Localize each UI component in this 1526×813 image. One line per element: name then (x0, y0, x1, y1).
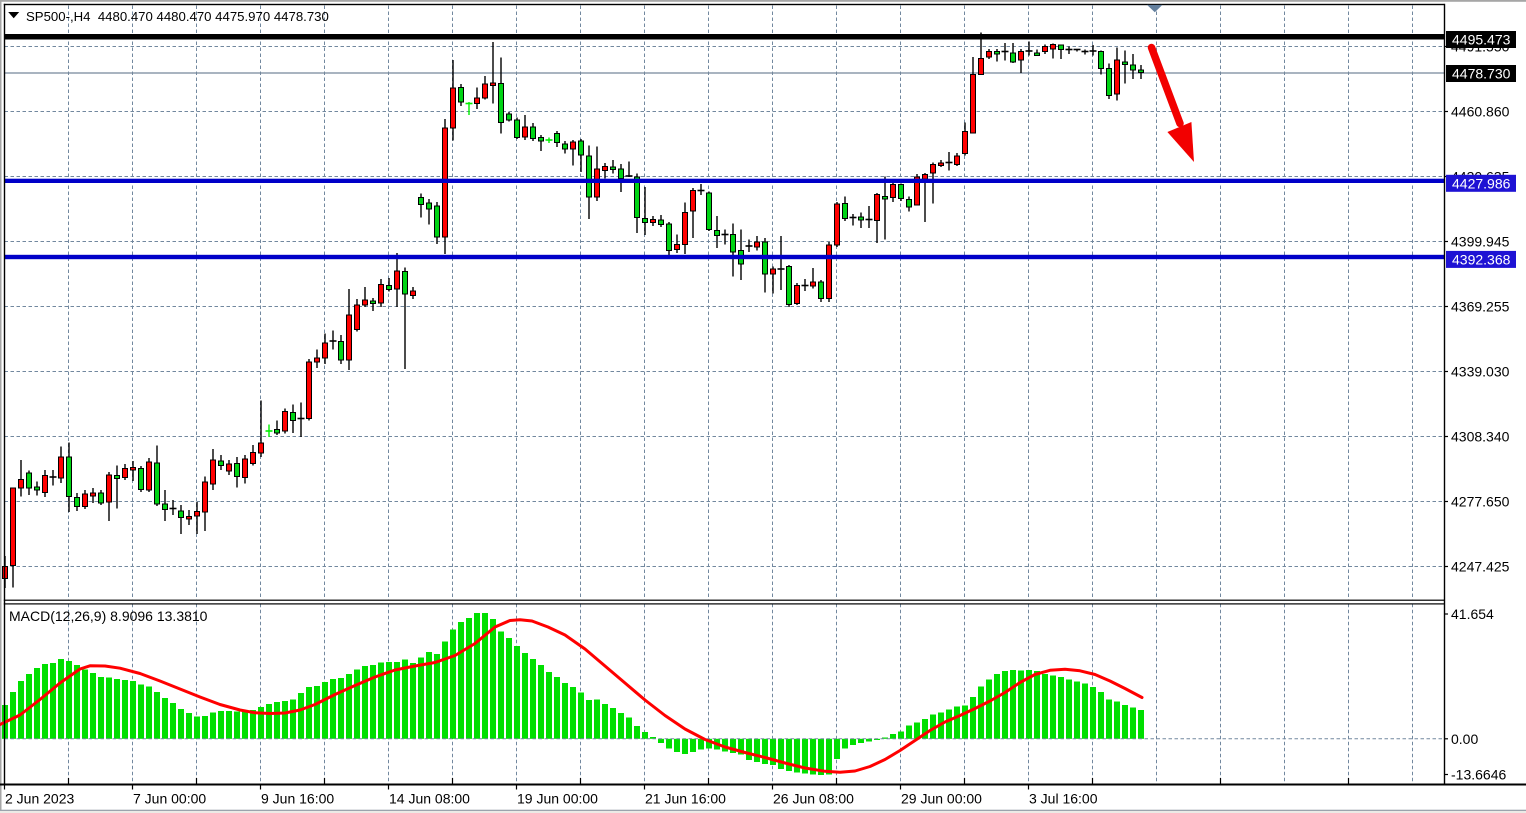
svg-text:4277.650: 4277.650 (1451, 494, 1510, 510)
svg-text:4495.473: 4495.473 (1452, 32, 1511, 48)
svg-text:MACD(12,26,9) 8.9096 13.3810: MACD(12,26,9) 8.9096 13.3810 (9, 608, 208, 624)
svg-text:4399.945: 4399.945 (1451, 234, 1510, 250)
svg-text:19 Jun 00:00: 19 Jun 00:00 (517, 790, 598, 806)
svg-text:26 Jun 08:00: 26 Jun 08:00 (773, 790, 854, 806)
svg-text:4392.368: 4392.368 (1452, 252, 1511, 268)
svg-text:9 Jun 16:00: 9 Jun 16:00 (261, 790, 334, 806)
svg-text:3 Jul 16:00: 3 Jul 16:00 (1029, 790, 1098, 806)
svg-text:4478.730: 4478.730 (1452, 66, 1511, 82)
svg-text:2 Jun 2023: 2 Jun 2023 (5, 790, 74, 806)
svg-text:-13.6646: -13.6646 (1451, 767, 1506, 783)
svg-text:4427.986: 4427.986 (1452, 176, 1511, 192)
svg-text:7 Jun 00:00: 7 Jun 00:00 (133, 790, 206, 806)
svg-text:4369.255: 4369.255 (1451, 299, 1510, 315)
svg-text:41.654: 41.654 (1451, 606, 1494, 622)
svg-text:4339.030: 4339.030 (1451, 364, 1510, 380)
svg-text:21 Jun 16:00: 21 Jun 16:00 (645, 790, 726, 806)
svg-text:4460.860: 4460.860 (1451, 104, 1510, 120)
svg-text:4308.340: 4308.340 (1451, 429, 1510, 445)
svg-text:4247.425: 4247.425 (1451, 559, 1510, 575)
svg-text:SP500-,H4 4480.470 4480.470 4: SP500-,H4 4480.470 4480.470 4475.970 447… (26, 9, 329, 24)
svg-text:29 Jun 00:00: 29 Jun 00:00 (901, 790, 982, 806)
svg-text:0.00: 0.00 (1451, 731, 1478, 747)
svg-text:14 Jun 08:00: 14 Jun 08:00 (389, 790, 470, 806)
